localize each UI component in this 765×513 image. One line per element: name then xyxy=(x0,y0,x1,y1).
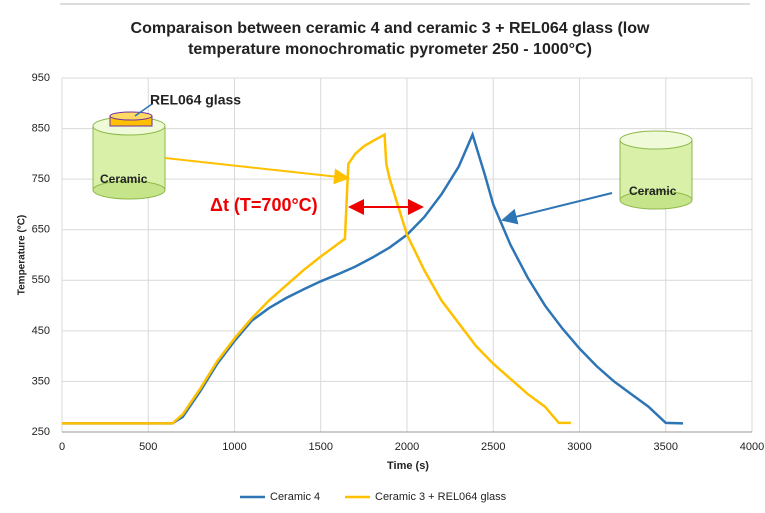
cylinder-icon xyxy=(619,130,693,210)
x-tick-label: 2000 xyxy=(395,441,419,453)
cylinder-glass-icon xyxy=(92,103,166,200)
y-tick-label: 550 xyxy=(32,274,50,286)
y-tick-label: 450 xyxy=(32,325,50,337)
x-tick-label: 2500 xyxy=(481,441,505,453)
y-tick-label: 350 xyxy=(32,375,50,387)
legend-label: Ceramic 4 xyxy=(270,491,320,503)
x-tick-label: 0 xyxy=(59,441,65,453)
annotation: REL064 glass xyxy=(150,92,241,108)
y-tick-label: 950 xyxy=(32,72,50,84)
plot xyxy=(62,131,684,425)
x-tick-label: 4000 xyxy=(740,441,764,453)
x-tick-label: 3000 xyxy=(567,441,591,453)
y-tick-label: 750 xyxy=(32,173,50,185)
y-axis-label: Temperature (°C) xyxy=(17,215,28,296)
legend-label: Ceramic 3 + REL064 glass xyxy=(375,491,507,503)
x-tick-label: 1500 xyxy=(309,441,333,453)
x-axis-label: Time (s) xyxy=(387,460,429,472)
y-tick-label: 850 xyxy=(32,122,50,134)
data-line xyxy=(62,132,571,425)
annotation: Δt (T=700°C) xyxy=(210,195,318,215)
x-tick-label: 500 xyxy=(139,441,157,453)
arrow xyxy=(501,192,613,225)
annotation: Ceramic xyxy=(629,184,677,198)
data-line xyxy=(62,131,684,425)
y-tick-label: 650 xyxy=(32,224,50,236)
chart-title: Comparaison between ceramic 4 and cerami… xyxy=(130,20,650,58)
grid: 250 350 450 550 650 750 850 950 0 500 1000 1500 2000… xyxy=(32,72,765,453)
y-tick-label: 250 xyxy=(32,426,50,438)
x-tick-label: 3500 xyxy=(654,441,678,453)
x-tick-label: 1000 xyxy=(222,441,246,453)
arrow xyxy=(164,157,350,185)
annotation: Ceramic xyxy=(100,172,148,186)
